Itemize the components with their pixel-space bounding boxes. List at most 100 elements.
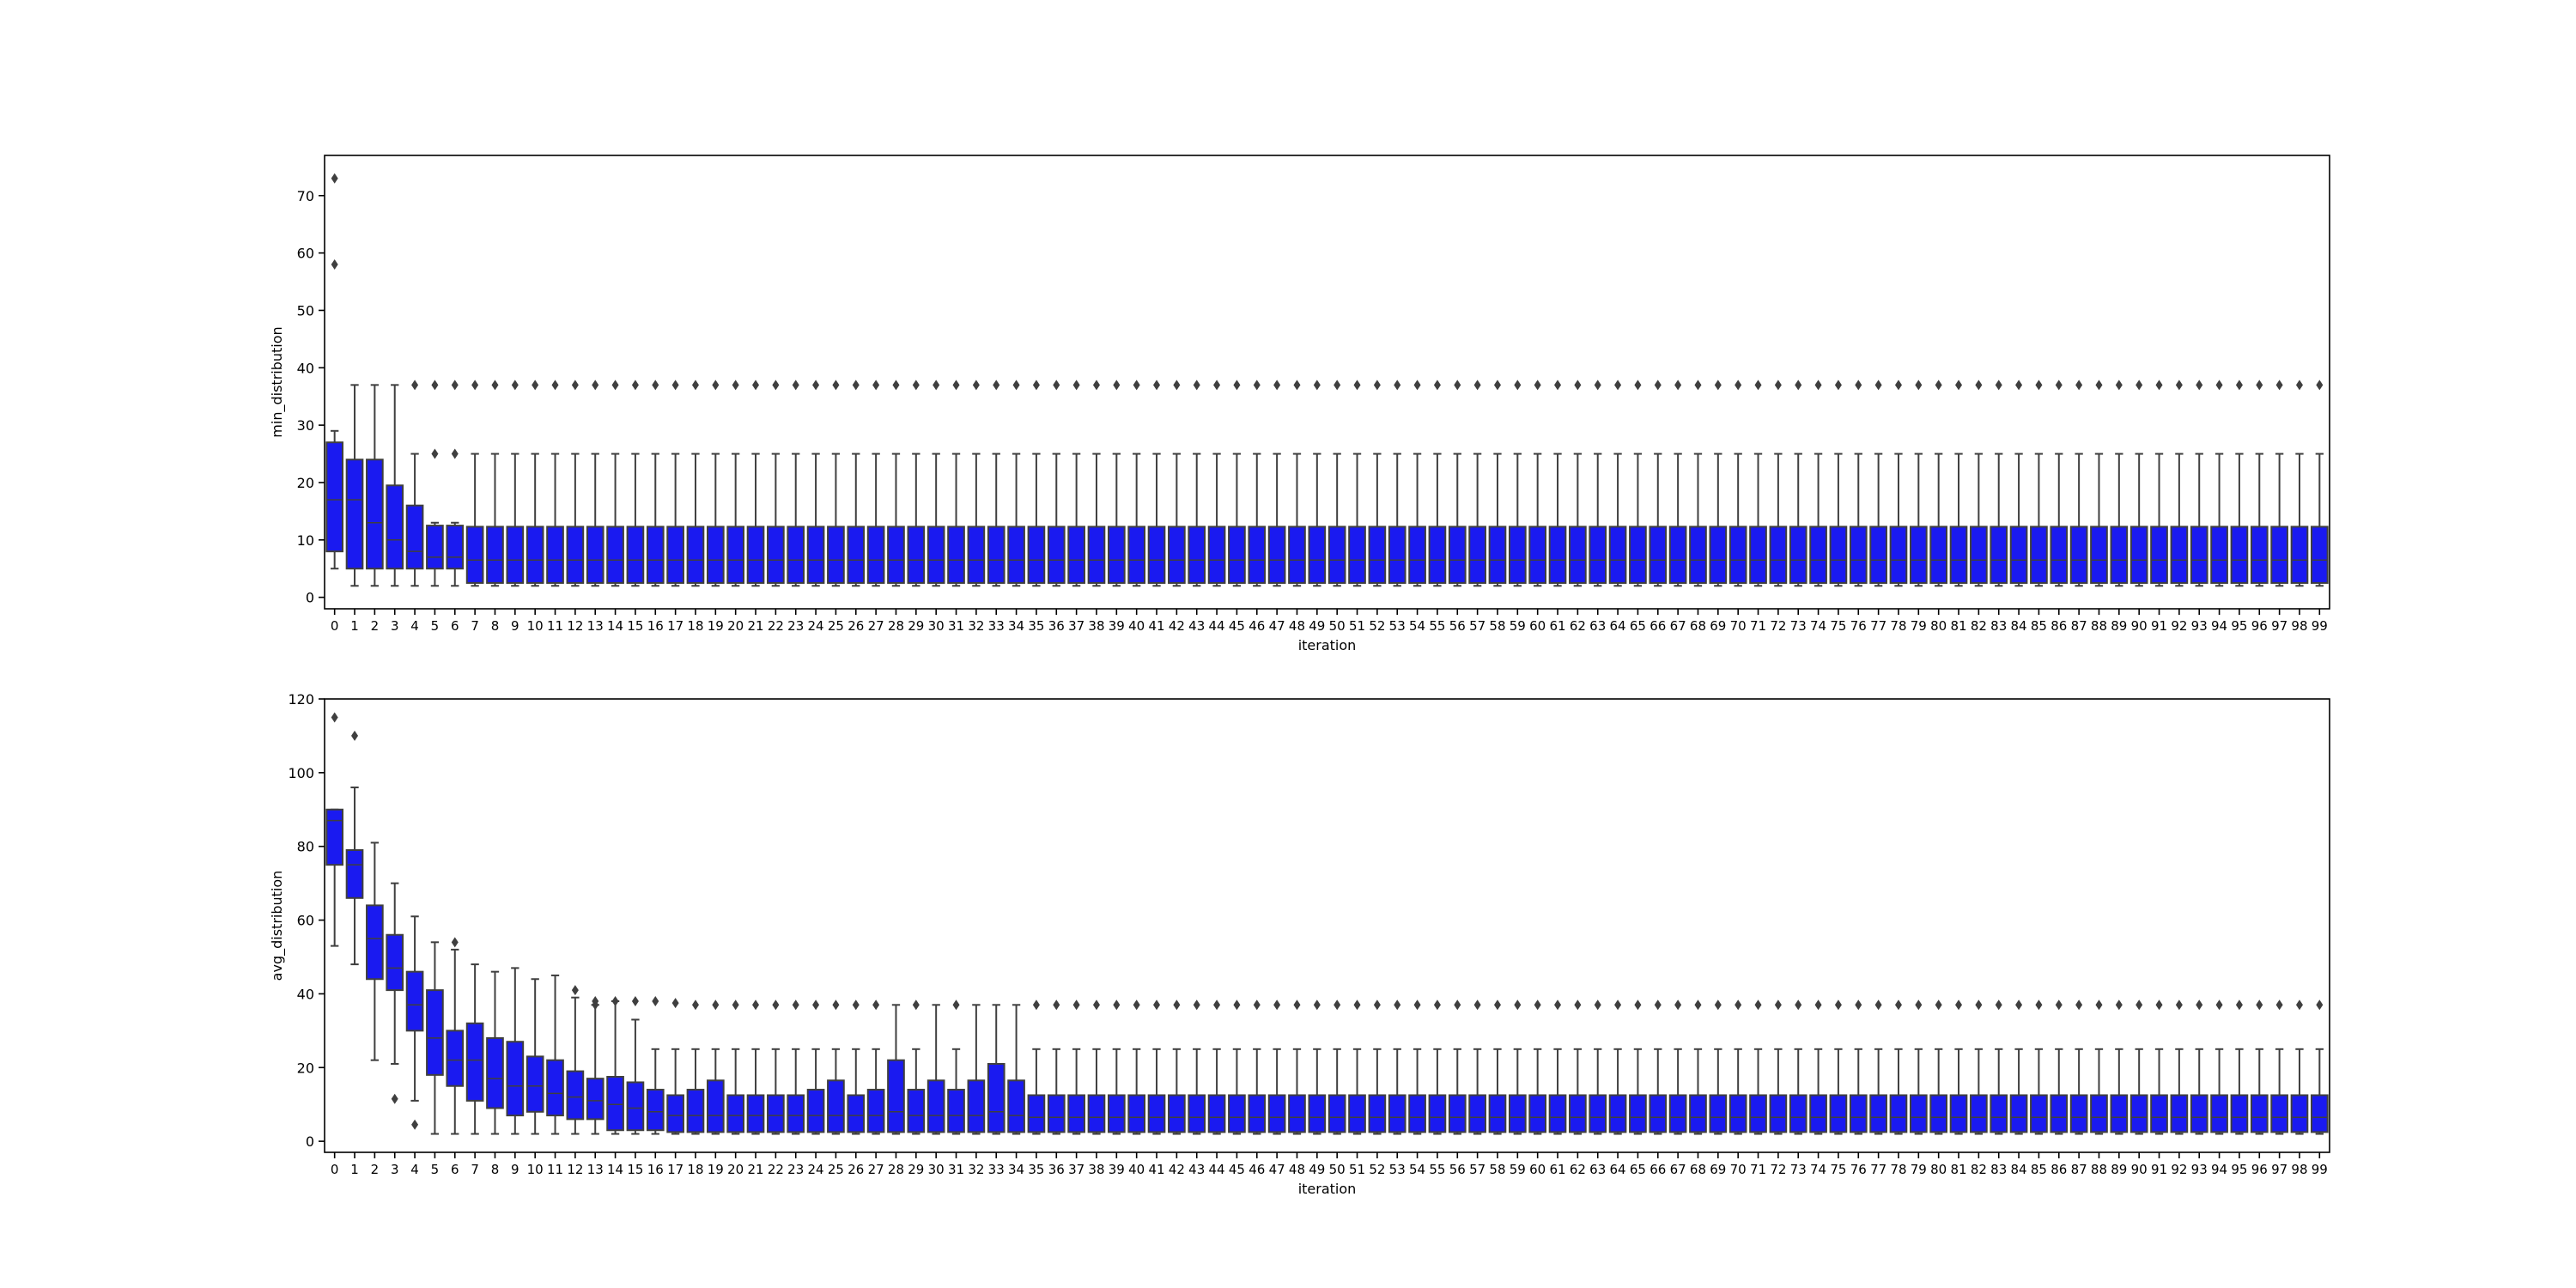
box-body [947,526,965,584]
box-53 [1388,999,1406,1135]
outlier-point [1534,380,1541,391]
x-tick-label: 40 [1128,618,1145,634]
box-31 [947,999,965,1135]
outlier-point [2175,380,2183,391]
x-tick-label: 57 [1469,618,1485,634]
outlier-point [431,448,439,459]
outlier-point [1514,999,1522,1011]
box-40 [1127,999,1146,1135]
x-tick-label: 33 [988,618,1005,634]
y-tick-label: 0 [306,590,314,606]
outlier-point [1053,380,1060,391]
x-tick-label: 50 [1329,618,1346,634]
x-tick-label: 51 [1349,618,1365,634]
box-18 [686,999,705,1135]
x-tick-label: 84 [2011,1162,2027,1177]
outlier-point [1233,999,1241,1011]
box-body [1308,1094,1327,1133]
outlier-point [1394,999,1401,1011]
outlier-point [491,380,499,391]
x-tick-label: 26 [848,618,864,634]
x-tick-label: 19 [708,618,724,634]
outlier-point [812,999,820,1011]
x-tick-label: 4 [410,1162,419,1177]
box-body [887,526,905,584]
box-body [1649,526,1668,584]
box-63 [1589,999,1607,1135]
box-body [1649,1094,1668,1133]
box-51 [1348,380,1366,587]
box-55 [1428,999,1447,1135]
x-tick-label: 59 [1510,1162,1526,1177]
outlier-point [1614,380,1622,391]
y-tick-label: 0 [306,1133,314,1150]
x-tick-label: 13 [587,1162,604,1177]
box-3 [386,384,404,587]
box-body [1308,526,1327,584]
outlier-point [2256,999,2263,1011]
box-20 [726,999,745,1135]
x-tick-label: 88 [2091,1162,2107,1177]
y-tick-label: 60 [297,246,314,262]
box-28 [887,1004,905,1135]
outlier-point [1454,380,1461,391]
box-87 [2069,999,2088,1135]
outlier-point [431,380,439,391]
box-body [1448,1094,1467,1133]
x-tick-label: 20 [727,618,744,634]
x-tick-label: 23 [787,1162,804,1177]
box-39 [1107,999,1126,1135]
box-39 [1107,380,1126,587]
y-tick-label: 120 [288,691,314,708]
box-9 [506,380,525,587]
box-body [1569,526,1587,584]
box-body [366,904,384,981]
x-tick-label: 82 [1971,618,1987,634]
box-30 [927,1004,945,1135]
outlier-point [1654,380,1662,391]
x-tick-label: 75 [1830,618,1846,634]
box-body [1468,526,1486,584]
box-6 [446,937,465,1135]
box-15 [626,380,645,587]
outlier-point [2275,380,2283,391]
x-tick-label: 7 [471,1162,479,1177]
x-tick-label: 77 [1870,618,1886,634]
outlier-point [2275,999,2283,1011]
box-body [1348,526,1366,584]
outlier-point [1774,999,1782,1011]
box-body [1267,1094,1286,1133]
box-96 [2250,380,2269,587]
box-79 [1909,380,1928,587]
outlier-point [1032,380,1040,391]
outlier-point [1053,999,1060,1011]
box-body [1709,1094,1728,1133]
box-body [2069,526,2088,584]
x-tick-label: 60 [1529,1162,1546,1177]
box-7 [465,963,484,1135]
box-body [2290,1094,2309,1133]
outlier-point [631,380,639,391]
box-body [1428,1094,1447,1133]
box-16 [646,996,665,1135]
x-tick-label: 2 [371,1162,380,1177]
box-91 [2150,999,2168,1135]
x-tick-label: 24 [808,1162,824,1177]
box-body [767,1094,785,1133]
outlier-point [933,380,940,391]
box-58 [1488,999,1507,1135]
box-body [787,526,805,584]
outlier-point [511,380,519,391]
box-70 [1728,999,1747,1135]
box-body [2129,1094,2148,1133]
box-body [1168,526,1186,584]
y-tick-label: 30 [297,417,314,434]
box-body [2009,526,2028,584]
box-body [1769,1094,1788,1133]
box-82 [1970,999,1988,1135]
x-tick-label: 76 [1850,618,1867,634]
x-tick-label: 43 [1188,618,1205,634]
outlier-point [1574,999,1582,1011]
x-tick-label: 72 [1770,1162,1786,1177]
box-body [1448,526,1467,584]
